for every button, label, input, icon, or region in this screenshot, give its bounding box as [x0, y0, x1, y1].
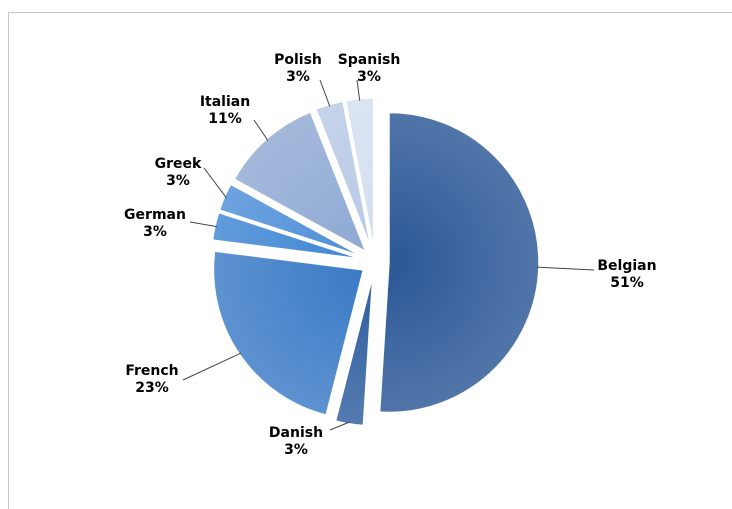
leader-line-greek: [203, 167, 227, 198]
chart-frame: [8, 12, 732, 509]
leader-line-belgian: [536, 266, 595, 271]
data-label-belgian: Belgian 51%: [597, 258, 656, 291]
leader-line-german: [189, 221, 217, 228]
leader-line-french: [182, 352, 242, 381]
leader-line-italian: [253, 119, 269, 141]
leader-line-polish: [319, 79, 331, 107]
data-label-french: French 23%: [125, 363, 178, 396]
data-label-italian: Italian 11%: [200, 94, 250, 127]
pie-slice-french: [212, 250, 365, 417]
data-label-greek: Greek 3%: [155, 156, 202, 189]
data-label-spanish: Spanish 3%: [338, 52, 401, 85]
leader-line-spanish: [356, 79, 361, 101]
data-label-polish: Polish 3%: [274, 52, 322, 85]
data-label-danish: Danish 3%: [269, 425, 323, 458]
pie-slice-danish: [334, 275, 374, 427]
pie-slice-belgian: [378, 111, 540, 414]
data-label-german: German 3%: [124, 207, 186, 240]
leader-line-danish: [329, 421, 350, 431]
pie-slice-greek: [218, 183, 363, 258]
